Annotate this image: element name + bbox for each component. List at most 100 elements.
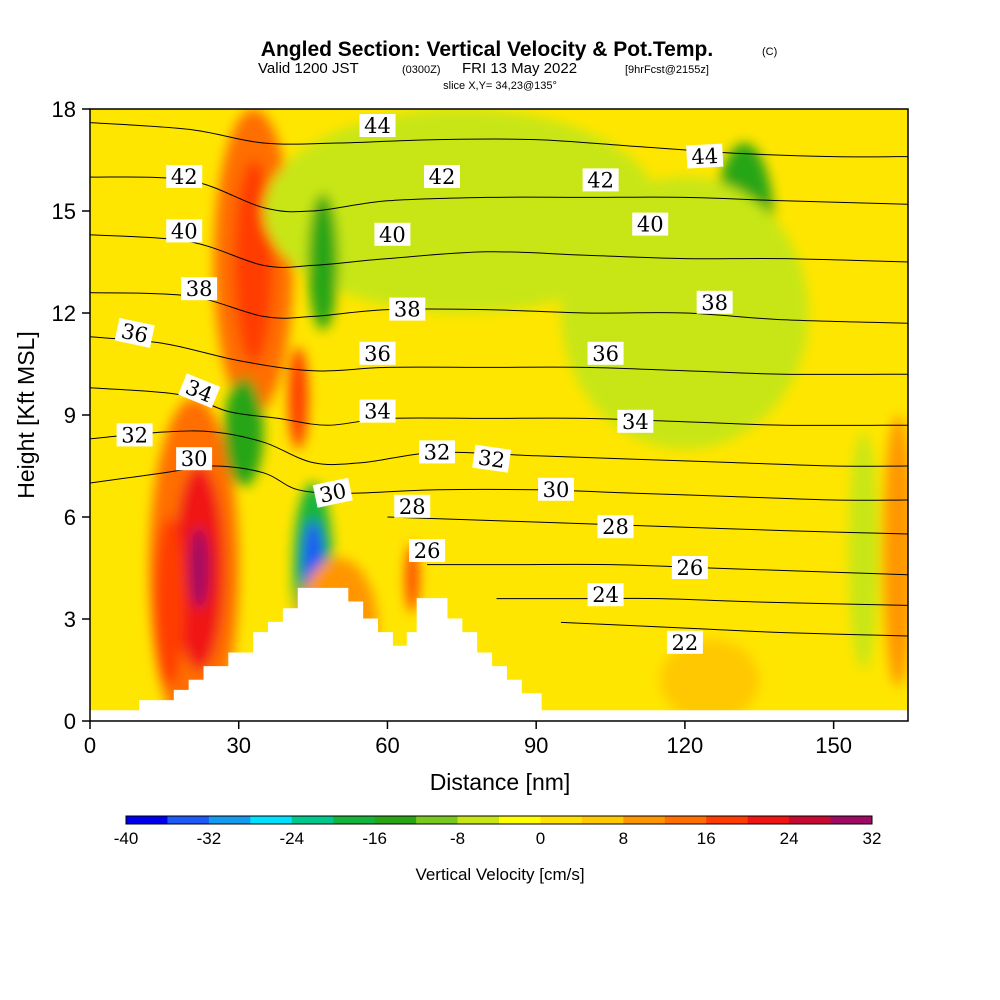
contour-label-bg — [666, 630, 703, 654]
colorbar-swatch — [416, 816, 459, 824]
contour-label-bg — [374, 222, 411, 246]
contour-label: 26 — [409, 539, 446, 563]
colorbar-swatch — [581, 816, 624, 824]
theta-contour-line — [427, 563, 908, 576]
colorbar-tick-label: 8 — [619, 829, 628, 848]
contour-label: 30 — [312, 477, 353, 508]
contour-label: 36 — [587, 341, 624, 366]
colorbar-swatch — [540, 816, 583, 824]
contour-label-text: 44 — [691, 144, 719, 169]
slice-label: slice X,Y= 34,23@135° — [443, 80, 557, 92]
contour-label: 34 — [617, 409, 654, 434]
contour-label-bg — [686, 143, 724, 169]
chart-title-mark: (C) — [762, 46, 777, 58]
colorbar-swatch — [706, 816, 749, 824]
theta-contour-line — [496, 597, 908, 606]
colorbar-frame — [125, 815, 873, 825]
contour-label-bg — [617, 409, 654, 433]
contour-label: 44 — [359, 114, 396, 138]
contour-label: 36 — [114, 317, 155, 348]
y-axis-label: Height [Kft MSL] — [13, 331, 39, 498]
y-tick-label: 9 — [64, 403, 76, 428]
terrain-mask — [90, 587, 908, 721]
colorbar-swatch — [499, 816, 541, 824]
contour-label-text: 30 — [181, 447, 208, 471]
contour-label-text: 34 — [364, 400, 391, 424]
velocity-cell — [223, 377, 264, 487]
contour-label: 38 — [696, 290, 733, 315]
y-axis: 0 3 6 9 12 15 18 — [52, 97, 90, 734]
contour-label: 40 — [374, 222, 411, 247]
contour-label-text: 36 — [592, 342, 619, 366]
colorbar-tick-label: -24 — [279, 829, 304, 848]
y-tick-label: 18 — [52, 97, 76, 122]
contour-label-text: 36 — [119, 319, 150, 348]
theta-contour-line — [90, 292, 908, 324]
contour-label-bg — [587, 583, 624, 607]
contour-label-text: 32 — [424, 440, 451, 464]
contour-label-bg — [538, 477, 575, 501]
theta-contour-line — [90, 176, 908, 213]
colorbar-swatch — [333, 816, 376, 824]
contour-label: 38 — [181, 277, 218, 301]
contour-label-text: 26 — [676, 556, 703, 580]
contour-label: 22 — [666, 630, 703, 655]
contour-label-bg — [394, 494, 431, 518]
contour-label: 40 — [166, 219, 203, 243]
colorbar-swatch — [167, 816, 210, 824]
subtitle-date: FRI 13 May 2022 — [462, 60, 577, 77]
x-tick-label: 60 — [375, 733, 399, 758]
velocity-cell — [288, 347, 309, 449]
contour-label: 32 — [419, 440, 456, 464]
contour-label-bg — [176, 447, 213, 471]
theta-contour-line — [90, 387, 908, 426]
subtitle-valid: Valid 1200 JST — [258, 60, 359, 77]
contour-label: 24 — [587, 583, 624, 607]
contour-label-text: 36 — [364, 342, 391, 366]
colorbar-swatch — [291, 816, 334, 824]
velocity-cell — [883, 415, 908, 687]
x-tick-label: 90 — [524, 733, 548, 758]
contour-label-bg — [696, 290, 733, 314]
colorbar-swatch — [623, 816, 666, 824]
contour-label-bg — [409, 539, 446, 562]
velocity-cell — [263, 109, 661, 313]
contour-label-bg — [419, 440, 456, 464]
contour-label-text: 40 — [379, 223, 406, 247]
x-axis: 0 30 60 90 120 150 — [84, 721, 852, 758]
contour-label-bg — [597, 515, 634, 539]
contour-label-bg — [632, 212, 669, 236]
contour-label: 30 — [538, 477, 575, 502]
contour-label-text: 40 — [637, 213, 664, 237]
theta-contour-line — [90, 465, 908, 501]
velocity-cell — [660, 639, 760, 721]
contour-label-bg — [389, 297, 426, 321]
colorbar-swatch — [789, 816, 832, 824]
theta-contour-line — [560, 621, 908, 637]
theta-contour-line — [90, 336, 908, 375]
contour-label-bg — [114, 317, 155, 348]
contour-label: 32 — [116, 423, 153, 447]
colorbar-title: Vertical Velocity [cm/s] — [415, 865, 584, 884]
contour-label: 44 — [686, 143, 724, 169]
y-tick-label: 15 — [52, 199, 76, 224]
contour-label: 40 — [632, 212, 669, 237]
contour-label: 28 — [597, 515, 634, 539]
colorbar-tick-label: -8 — [450, 829, 465, 848]
contour-label-text: 42 — [587, 168, 614, 192]
colorbar-tick-label: -32 — [197, 829, 222, 848]
contour-label: 36 — [359, 341, 396, 366]
contour-label: 32 — [472, 444, 512, 473]
chart-title: Angled Section: Vertical Velocity & Pot.… — [261, 38, 713, 61]
velocity-cell — [154, 517, 185, 687]
colorbar-swatch — [747, 816, 790, 824]
contour-label: 26 — [671, 556, 708, 580]
contour-label-bg — [166, 219, 203, 243]
contour-label-bg — [178, 373, 221, 409]
contour-label-bg — [582, 168, 619, 192]
contour-label-bg — [671, 556, 708, 579]
contour-label-bg — [587, 341, 624, 365]
colorbar-swatch — [374, 816, 417, 824]
theta-contour-line — [387, 516, 908, 535]
